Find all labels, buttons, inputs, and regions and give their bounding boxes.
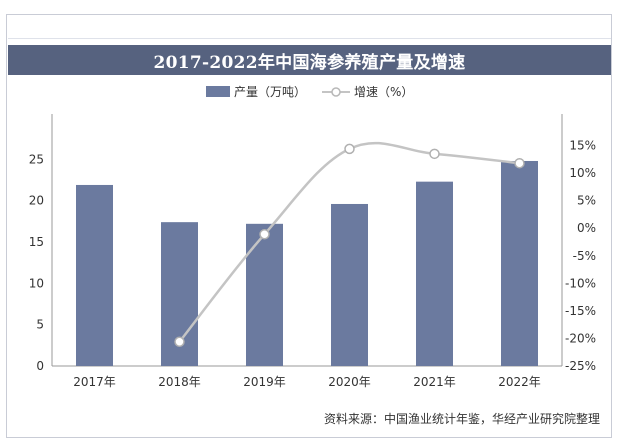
bar bbox=[501, 160, 538, 366]
source-note: 资料来源：中国渔业统计年鉴，华经产业研究院整理 bbox=[323, 412, 600, 426]
legend-line-label: 增速（%） bbox=[354, 85, 413, 99]
x-tick-label: 2020年 bbox=[328, 375, 371, 389]
y-right-tick-label: 0% bbox=[577, 221, 596, 235]
divider-line bbox=[8, 38, 611, 39]
y-right-tick-label: -10% bbox=[565, 276, 596, 290]
x-tick-label: 2017年 bbox=[73, 375, 116, 389]
y-left-tick-label: 20 bbox=[29, 194, 44, 208]
y-right-tick-label: -25% bbox=[565, 359, 596, 373]
growth-point bbox=[174, 336, 185, 348]
growth-point bbox=[429, 148, 440, 160]
y-right-tick-label: -20% bbox=[565, 331, 596, 345]
legend-line-marker bbox=[331, 87, 341, 97]
growth-point bbox=[259, 229, 270, 240]
x-tick-label: 2022年 bbox=[498, 375, 541, 389]
y-left-tick-label: 25 bbox=[29, 152, 44, 166]
bar bbox=[76, 184, 113, 366]
y-left-tick-label: 10 bbox=[29, 276, 44, 290]
x-tick-label: 2019年 bbox=[243, 375, 286, 389]
bar bbox=[416, 181, 453, 366]
growth-point bbox=[344, 143, 355, 155]
y-right-tick-label: 10% bbox=[569, 166, 596, 180]
y-left-tick-label: 15 bbox=[29, 235, 44, 249]
y-left-tick-label: 5 bbox=[36, 318, 44, 332]
legend: 产量（万吨） 增速（%） bbox=[206, 85, 413, 99]
bar bbox=[331, 203, 368, 366]
legend-bar-label: 产量（万吨） bbox=[234, 85, 306, 99]
y-right-tick-label: -5% bbox=[573, 249, 596, 263]
bar bbox=[246, 223, 283, 366]
y-right-tick-label: 15% bbox=[569, 139, 596, 153]
y-right-tick-label: -15% bbox=[565, 304, 596, 318]
growth-point bbox=[514, 157, 525, 169]
y-right-tick-label: 5% bbox=[577, 194, 596, 208]
x-tick-label: 2018年 bbox=[158, 375, 201, 389]
growth-line bbox=[178, 141, 520, 343]
chart-title: 2017-2022年中国海参养殖产量及增速 bbox=[8, 45, 611, 75]
x-tick-label: 2021年 bbox=[413, 375, 456, 389]
y-left-tick-label: 0 bbox=[36, 359, 44, 373]
legend-bar-swatch bbox=[206, 86, 230, 97]
